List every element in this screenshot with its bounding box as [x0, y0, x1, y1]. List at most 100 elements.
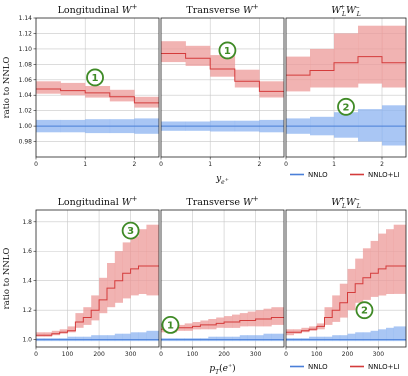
li-band-bin — [378, 233, 387, 296]
annotation-circle — [161, 316, 180, 334]
legend-bottom: NNLO NNLO+LI — [290, 363, 399, 371]
li-line — [161, 317, 284, 330]
legend-label-nnlo: NNLO — [308, 171, 328, 179]
nnlo-band-bin — [358, 109, 383, 142]
x-tick-label: 2 — [132, 161, 136, 168]
nnlo-band-bin — [393, 326, 406, 342]
li-band-bin — [370, 240, 379, 297]
li-band-bin — [310, 48, 335, 88]
li-band-bin — [184, 323, 193, 331]
y-axis-label: ratio to NNLO — [2, 57, 12, 119]
li-band-bin — [309, 326, 318, 331]
axes-frame — [285, 209, 407, 348]
li-band-bin — [59, 329, 68, 334]
x-tick-label: 200 — [93, 351, 105, 358]
x-tick-label: 0 — [159, 161, 163, 168]
li-band-bin — [138, 229, 147, 294]
annotation-circle — [121, 221, 140, 240]
li-band-bin — [67, 326, 76, 333]
nnlo-band-bin — [332, 335, 341, 342]
x-tick-label: 100 — [187, 351, 199, 358]
li-band-bin — [362, 248, 371, 300]
nnlo-band-bin — [316, 336, 325, 342]
panel-title: Longitudinal W+ — [58, 3, 138, 16]
li-band-bin — [263, 308, 272, 327]
li-band-bin — [259, 81, 284, 98]
y-tick-label: 1.14 — [19, 15, 33, 22]
series-group — [286, 224, 406, 342]
li-band-bin — [334, 33, 359, 88]
series-group — [161, 41, 284, 133]
y-tick-label: 1.8 — [22, 219, 32, 226]
nnlo-band-bin — [146, 330, 159, 342]
li-line — [161, 53, 284, 92]
annotation-number: 1 — [167, 320, 174, 331]
y-axis-label: ratio to NNLO — [2, 248, 12, 310]
li-band-bin — [386, 229, 394, 294]
panel-title: W+ LW− L — [331, 4, 361, 18]
y-tick-label: 1.06 — [19, 77, 33, 84]
nnlo-band-bin — [216, 336, 225, 342]
nnlo-band-bin — [334, 112, 359, 138]
panel-bot-long: 0 100 200 300 1.0 1.2 1.4 1.6 1.8 ratio to NNLO Lo… — [2, 195, 160, 358]
nnlo-band-bin — [91, 335, 100, 342]
li-band-bin — [51, 330, 60, 336]
li-band-bin — [109, 89, 135, 102]
y-tick-label: 1.4 — [22, 278, 32, 285]
axes-frame — [35, 209, 160, 348]
nnlo-band-bin — [122, 333, 131, 342]
x-tick-label: 200 — [218, 351, 230, 358]
y-tick-label: 1.0 — [22, 337, 32, 344]
nnlo-band-bin — [239, 335, 248, 342]
annotation-number: 2 — [343, 102, 350, 113]
panel-title: Transverse W+ — [186, 195, 258, 208]
nnlo-band-bin — [378, 329, 387, 342]
annotation-circle — [337, 97, 355, 116]
panel-bot-ll: 0 100 200 300 W+ LW− L 2 — [284, 196, 407, 358]
li-band-bin — [146, 224, 159, 296]
li-band-bin — [347, 268, 356, 311]
li-band-bin — [382, 25, 406, 88]
x-tick-label: 300 — [125, 351, 137, 358]
panel-title: Transverse W+ — [186, 3, 258, 16]
axes-frame — [285, 17, 407, 158]
x-tick-label: 0 — [284, 161, 288, 168]
nnlo-band-bin — [114, 333, 123, 342]
li-band-bin — [216, 317, 225, 328]
nnlo-band-bin — [263, 333, 272, 342]
li-band-bin — [36, 81, 61, 94]
y-tick-label: 0.98 — [19, 139, 33, 146]
y-tick-label: 1.12 — [19, 30, 33, 37]
annotation-number: 3 — [127, 226, 134, 237]
nnlo-band-bin — [67, 336, 76, 342]
nnlo-band-bin — [107, 335, 116, 342]
annotation-number: 1 — [224, 46, 231, 57]
nnlo-band-bin — [224, 336, 233, 342]
li-band-bin — [91, 295, 100, 321]
y-tick-label: 1.10 — [19, 46, 33, 53]
li-band-bin — [208, 319, 217, 330]
x-tick-label: 1 — [332, 161, 336, 168]
li-band-bin — [83, 307, 92, 325]
li-band-bin — [286, 56, 311, 92]
x-axis-label: pT(e+) — [209, 363, 235, 376]
annotation-circle — [218, 41, 237, 60]
li-band-bin — [36, 332, 45, 337]
x-tick-label: 0 — [34, 351, 38, 358]
li-band-bin — [43, 332, 53, 337]
series-group — [161, 307, 284, 342]
annotation-circle — [86, 68, 104, 87]
x-tick-label: 1 — [83, 161, 87, 168]
nnlo-band-bin — [130, 332, 139, 342]
li-band-bin — [107, 263, 116, 308]
li-line — [286, 265, 406, 333]
x-tick-label: 200 — [342, 351, 354, 358]
axes-frame — [160, 17, 285, 158]
li-band-bin — [114, 251, 123, 303]
x-tick-label: 1 — [208, 161, 212, 168]
x-tick-label: 2 — [380, 161, 384, 168]
li-band-bin — [234, 69, 260, 88]
x-tick-label: 100 — [62, 351, 74, 358]
